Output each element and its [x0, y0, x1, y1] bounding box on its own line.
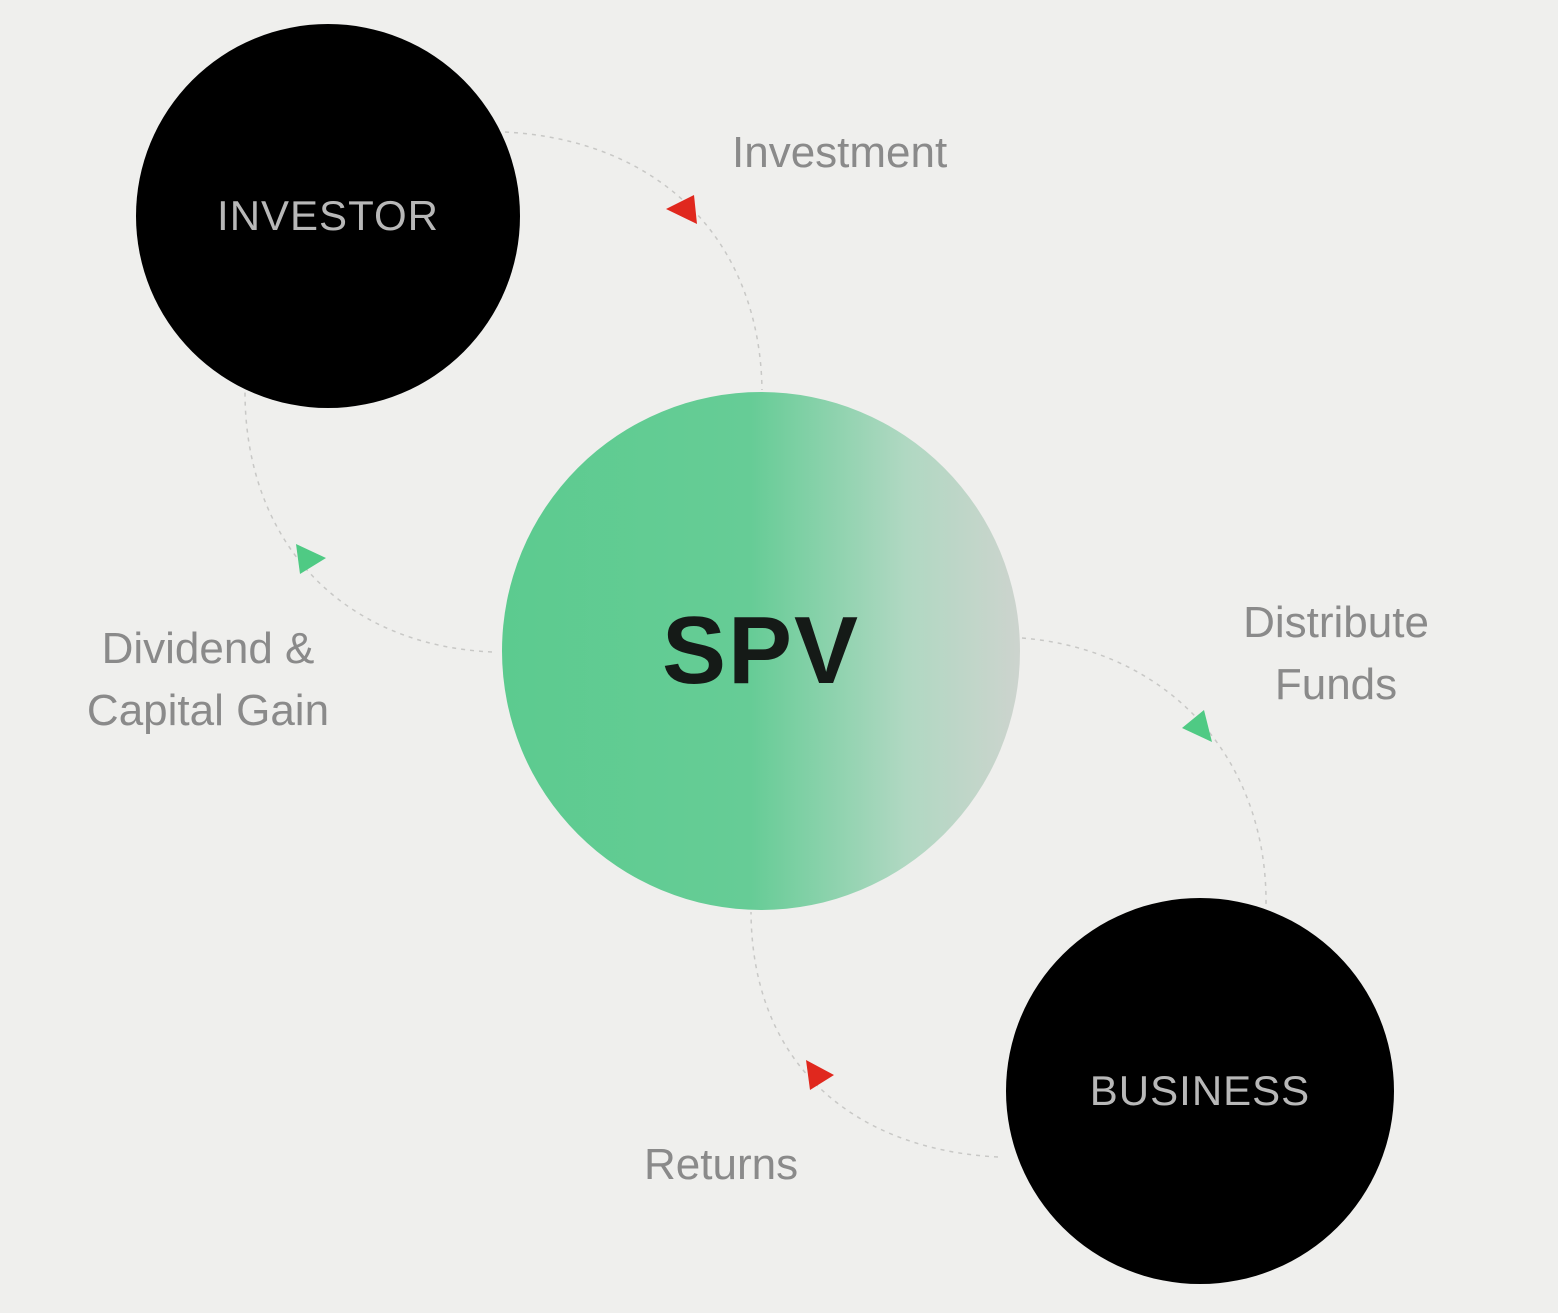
spv-label: SPV: [661, 597, 861, 704]
investor-node: INVESTOR: [136, 24, 520, 408]
dividend-connector: [244, 391, 493, 653]
returns-arrow-icon: [806, 1060, 834, 1090]
distribute-funds-label-line-2: Funds: [1274, 660, 1398, 709]
investor-label: INVESTOR: [217, 192, 439, 239]
dividend-label-line-2: Capital Gain: [86, 686, 330, 735]
returns-label-line: Returns: [644, 1140, 799, 1189]
dividend-capital-gain-label: Dividend & Capital Gain: [66, 618, 350, 742]
distribute-funds-label-line-1: Distribute: [1243, 598, 1429, 647]
returns-connector: [750, 911, 999, 1158]
business-label: BUSINESS: [1089, 1067, 1311, 1114]
investment-connector: [504, 131, 763, 391]
investment-label-line: Investment: [732, 128, 948, 177]
dividend-arrow-icon: [296, 544, 326, 574]
business-node: BUSINESS: [1006, 898, 1394, 1284]
returns-label: Returns: [644, 1134, 798, 1196]
investment-arrow-icon: [666, 195, 697, 224]
spv-node: SPV: [502, 392, 1020, 910]
investment-label: Investment: [732, 122, 947, 184]
dividend-label-line-1: Dividend &: [101, 624, 315, 673]
distribute-funds-arrow-icon: [1182, 710, 1212, 742]
distribute-funds-label: Distribute Funds: [1222, 592, 1450, 716]
